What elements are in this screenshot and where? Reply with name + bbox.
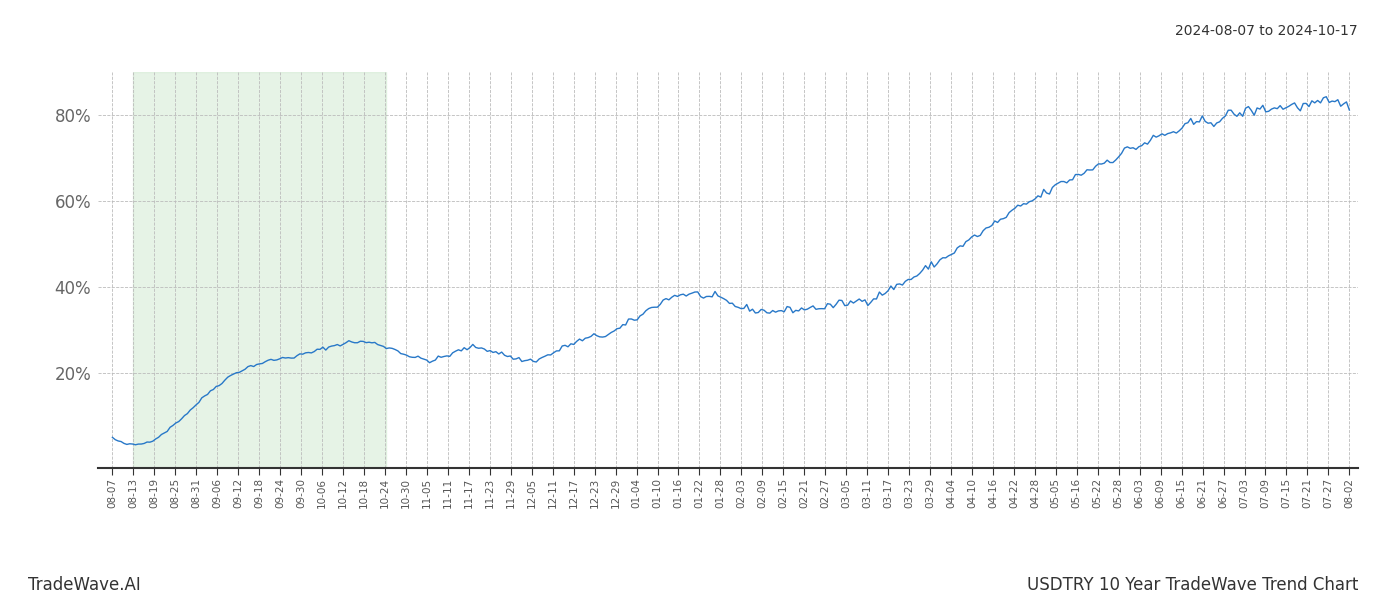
Text: 2024-08-07 to 2024-10-17: 2024-08-07 to 2024-10-17 bbox=[1176, 24, 1358, 38]
Text: TradeWave.AI: TradeWave.AI bbox=[28, 576, 141, 594]
Bar bbox=[133, 72, 386, 468]
Text: USDTRY 10 Year TradeWave Trend Chart: USDTRY 10 Year TradeWave Trend Chart bbox=[1026, 576, 1358, 594]
